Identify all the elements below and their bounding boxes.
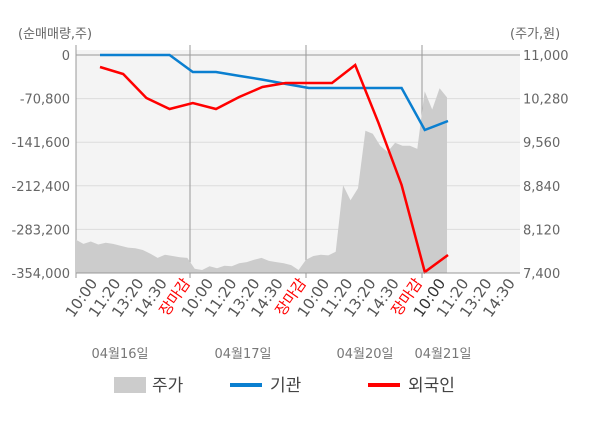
left-tick-label: -212,400 xyxy=(12,180,70,195)
left-tick-label: -70,800 xyxy=(20,93,70,108)
right-tick-label: 7,400 xyxy=(523,267,560,282)
right-tick-label: 10,280 xyxy=(523,93,569,108)
legend-label-price: 주가 xyxy=(152,376,184,396)
date-label: 04월21일 xyxy=(414,347,471,362)
left-axis-label: (순매매량,주) xyxy=(18,27,92,42)
legend-label-institution: 기관 xyxy=(270,376,301,396)
price-area xyxy=(76,88,447,273)
left-tick-label: -141,600 xyxy=(12,136,70,151)
legend-swatch-institution xyxy=(230,383,262,387)
right-tick-label: 9,560 xyxy=(523,136,560,151)
legend-swatch-foreign xyxy=(368,383,400,387)
foreign-line xyxy=(99,62,449,275)
left-tick-label: 0 xyxy=(62,49,70,64)
institution-line xyxy=(100,53,449,132)
left-tick-label: -354,000 xyxy=(12,267,70,282)
date-label: 04월20일 xyxy=(336,347,393,362)
date-label: 04월17일 xyxy=(214,347,271,362)
legend-swatch-price xyxy=(114,377,146,393)
right-tick-label: 11,000 xyxy=(523,49,569,64)
right-tick-label: 8,120 xyxy=(523,223,560,238)
right-tick-label: 8,840 xyxy=(523,180,560,195)
legend-label-foreign: 외국인 xyxy=(408,376,455,396)
left-tick-label: -283,200 xyxy=(12,223,70,238)
right-axis-label: (주가,원) xyxy=(510,27,560,42)
date-label: 04월16일 xyxy=(91,347,148,362)
